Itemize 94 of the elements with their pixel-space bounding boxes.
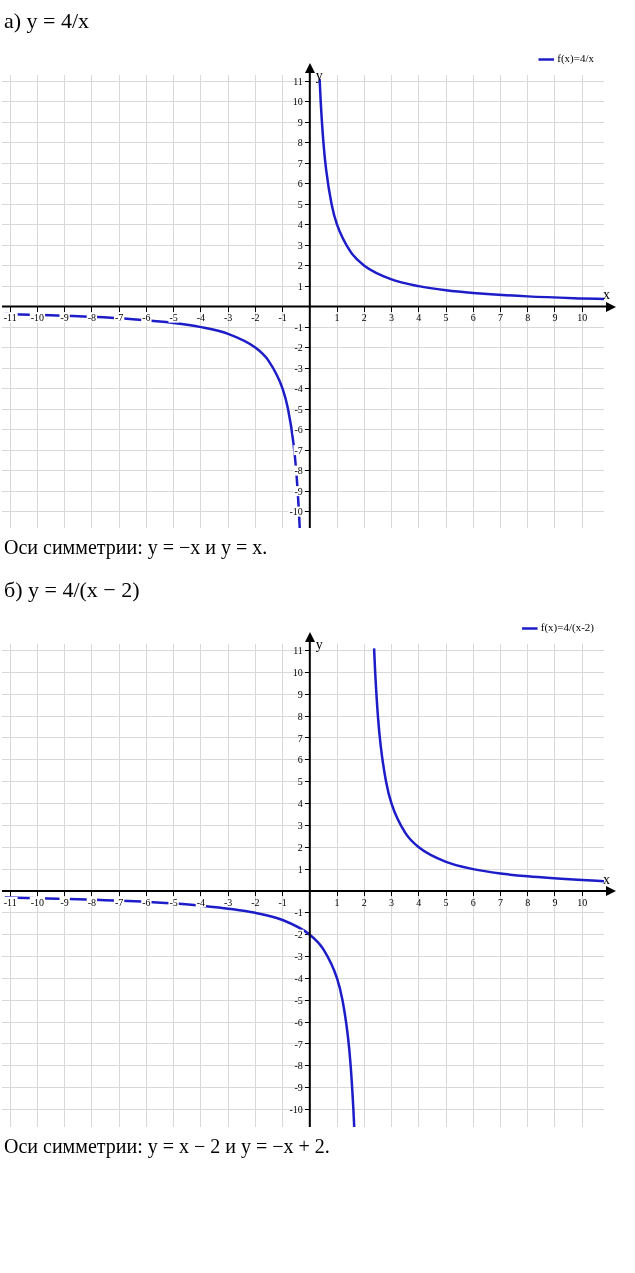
x-tick-label: -11 bbox=[3, 896, 17, 908]
x-tick-label: 2 bbox=[361, 896, 367, 908]
x-tick-label: -3 bbox=[223, 312, 233, 324]
x-tick-label: -1 bbox=[278, 312, 287, 324]
x-tick-label: -5 bbox=[169, 896, 178, 908]
y-tick-label: -9 bbox=[294, 1082, 303, 1094]
x-tick-label: 6 bbox=[470, 896, 476, 908]
y-tick-label: 11 bbox=[293, 75, 303, 87]
y-tick-label: -2 bbox=[294, 342, 303, 354]
x-tick-label: -4 bbox=[196, 896, 206, 908]
x-tick-label: 7 bbox=[497, 896, 503, 908]
y-tick-label: 6 bbox=[297, 178, 303, 190]
y-tick-label: -1 bbox=[294, 321, 303, 333]
x-tick-label: -8 bbox=[87, 896, 97, 908]
x-tick-label: -10 bbox=[30, 896, 45, 908]
legend-label: f(x)=4/x bbox=[557, 52, 595, 66]
x-tick-label: -11 bbox=[3, 312, 17, 324]
y-tick-label: 3 bbox=[297, 239, 303, 251]
y-tick-label: 4 bbox=[297, 798, 303, 810]
x-tick-label: 5 bbox=[443, 312, 449, 324]
y-tick-label: 10 bbox=[292, 667, 303, 679]
y-tick-label: 4 bbox=[297, 219, 303, 231]
chart-title: б) y = 4/(x − 2) bbox=[3, 576, 141, 604]
x-tick-label: -2 bbox=[251, 896, 260, 908]
y-axis-title: y bbox=[315, 67, 323, 83]
y-tick-label: 1 bbox=[297, 863, 303, 875]
x-axis-title: x bbox=[603, 871, 610, 887]
y-tick-label: -5 bbox=[294, 403, 303, 415]
y-tick-label: 6 bbox=[297, 754, 303, 766]
x-tick-label: 6 bbox=[470, 312, 476, 324]
x-tick-label: -5 bbox=[169, 312, 178, 324]
y-tick-label: 10 bbox=[292, 96, 303, 108]
x-tick-label: 1 bbox=[334, 896, 340, 908]
y-tick-label: 11 bbox=[293, 645, 303, 657]
x-tick-label: -9 bbox=[60, 312, 69, 324]
y-tick-label: -8 bbox=[294, 1060, 303, 1072]
y-tick-label: -10 bbox=[289, 1104, 303, 1116]
legend-label: f(x)=4/(x-2) bbox=[540, 621, 595, 635]
y-tick-label: -2 bbox=[294, 929, 303, 941]
x-tick-label: -2 bbox=[251, 312, 260, 324]
y-tick-label: 2 bbox=[297, 841, 303, 853]
y-tick-label: -7 bbox=[294, 1038, 303, 1050]
y-tick-label: 1 bbox=[297, 280, 303, 292]
y-tick-label: 2 bbox=[297, 260, 303, 272]
y-tick-label: 7 bbox=[297, 732, 303, 744]
x-tick-label: -9 bbox=[60, 896, 69, 908]
x-tick-label: 4 bbox=[416, 312, 422, 324]
x-axis-title: x bbox=[603, 287, 610, 303]
y-tick-label: -7 bbox=[294, 444, 303, 456]
x-tick-label: -7 bbox=[114, 896, 124, 908]
y-tick-label: -3 bbox=[294, 362, 303, 374]
x-tick-label: 3 bbox=[389, 312, 395, 324]
x-tick-label: 8 bbox=[525, 312, 531, 324]
x-tick-label: -8 bbox=[87, 312, 97, 324]
x-tick-label: -6 bbox=[142, 896, 151, 908]
y-tick-label: -4 bbox=[294, 383, 303, 395]
x-tick-label: 8 bbox=[525, 896, 531, 908]
x-tick-label: -3 bbox=[223, 896, 233, 908]
x-tick-label: 10 bbox=[577, 312, 588, 324]
x-tick-label: 1 bbox=[334, 312, 340, 324]
y-tick-label: -5 bbox=[294, 994, 303, 1006]
y-tick-label: 8 bbox=[297, 137, 303, 149]
text: Оси симметрии: y = −x и y = x. bbox=[3, 535, 269, 561]
x-tick-label: -6 bbox=[142, 312, 151, 324]
x-tick-label: 4 bbox=[416, 896, 422, 908]
x-tick-label: 5 bbox=[443, 896, 449, 908]
y-tick-label: -1 bbox=[294, 907, 303, 919]
text: Оси симметрии: y = x − 2 и y = −x + 2. bbox=[3, 1134, 331, 1160]
y-tick-label: 5 bbox=[297, 776, 303, 788]
y-tick-label: 7 bbox=[297, 157, 303, 169]
y-tick-label: -4 bbox=[294, 973, 303, 985]
x-tick-label: -10 bbox=[30, 312, 45, 324]
y-tick-label: 9 bbox=[297, 116, 303, 128]
y-tick-label: -6 bbox=[294, 1016, 303, 1028]
x-tick-label: 9 bbox=[552, 312, 558, 324]
x-tick-label: 2 bbox=[361, 312, 367, 324]
y-axis-title: y bbox=[315, 636, 323, 652]
y-tick-label: -10 bbox=[289, 506, 303, 518]
y-tick-label: 9 bbox=[297, 688, 303, 700]
x-tick-label: -4 bbox=[196, 312, 206, 324]
y-tick-label: 3 bbox=[297, 820, 303, 832]
x-tick-label: -7 bbox=[114, 312, 124, 324]
y-tick-label: 8 bbox=[297, 710, 303, 722]
x-tick-label: -1 bbox=[278, 896, 287, 908]
y-tick-label: -6 bbox=[294, 424, 303, 436]
y-tick-label: 5 bbox=[297, 198, 303, 210]
x-tick-label: 3 bbox=[389, 896, 395, 908]
y-tick-label: -3 bbox=[294, 951, 303, 963]
y-tick-label: -9 bbox=[294, 485, 303, 497]
chart-title: а) y = 4/x bbox=[3, 7, 91, 35]
x-tick-label: 9 bbox=[552, 896, 558, 908]
x-tick-label: 7 bbox=[497, 312, 503, 324]
y-tick-label: -8 bbox=[294, 465, 303, 477]
x-tick-label: 10 bbox=[577, 896, 588, 908]
